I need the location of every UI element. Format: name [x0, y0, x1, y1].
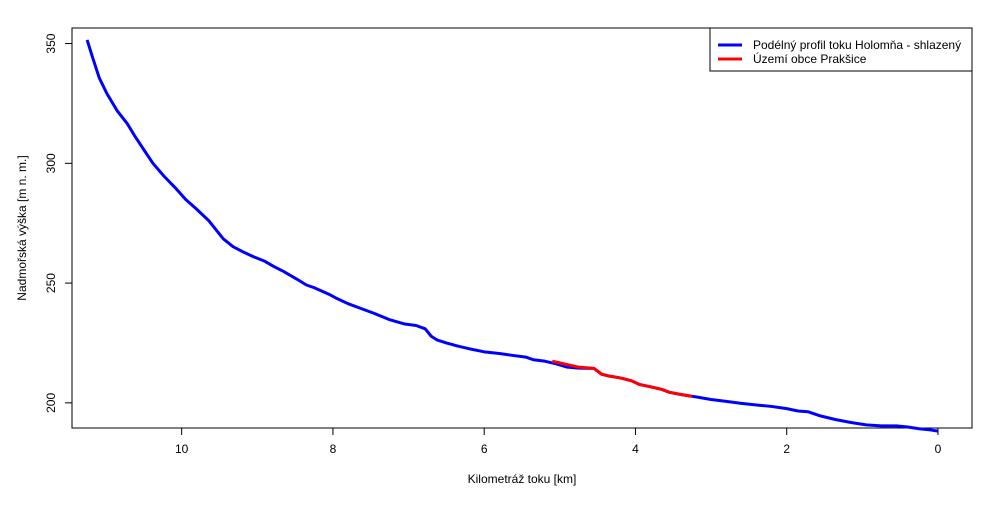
legend: Podélný profil toku Holomňa - shlazený Ú… [709, 27, 973, 72]
x-tick-label: 2 [783, 442, 790, 456]
x-tick-label: 0 [935, 442, 942, 456]
plot-box [71, 27, 973, 429]
x-axis-label: Kilometráž toku [km] [468, 472, 577, 486]
profile-series-line [85, 39, 939, 433]
legend-box [709, 27, 973, 72]
legend-label-praksice: Území obce Prakšice [753, 51, 867, 66]
y-tick-label: 300 [44, 153, 58, 173]
x-tick-label: 8 [330, 442, 337, 456]
legend-label-profile: Podélný profil toku Holomňa - shlazený [753, 38, 961, 52]
y-axis-label: Nadmořská výška [m n. m.] [15, 155, 29, 300]
y-tick-label: 350 [44, 33, 58, 53]
x-axis: 10 8 6 4 2 0 [175, 427, 942, 456]
praksice-series-line [551, 359, 693, 398]
y-tick-label: 200 [44, 393, 58, 413]
y-tick-label: 250 [44, 273, 58, 293]
x-tick-label: 10 [175, 442, 189, 456]
x-tick-label: 4 [632, 442, 639, 456]
y-axis: 200 250 300 350 [44, 33, 73, 413]
x-tick-label: 6 [481, 442, 488, 456]
series-layer [85, 39, 939, 433]
